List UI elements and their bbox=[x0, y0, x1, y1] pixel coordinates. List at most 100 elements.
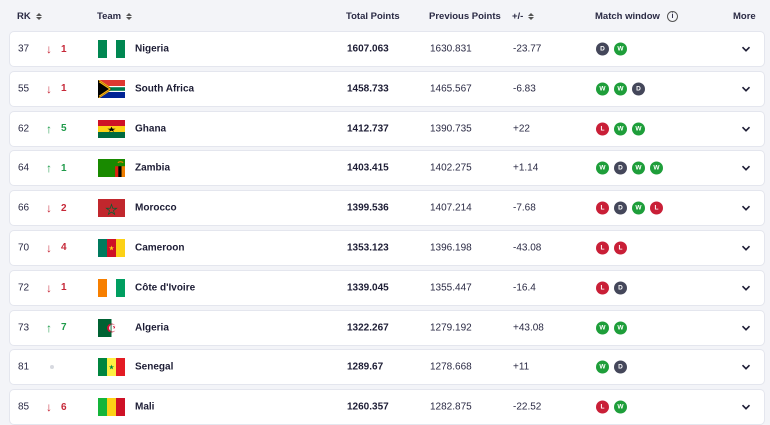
arrow-down-icon: ↓ bbox=[46, 201, 52, 216]
previous-points: 1465.567 bbox=[430, 83, 472, 95]
arrow-down-icon: ↓ bbox=[46, 42, 52, 56]
points-diff: -7.68 bbox=[513, 202, 536, 214]
cote-divoire-flag-icon bbox=[98, 278, 125, 297]
rank-movement: ↓ 1 bbox=[46, 42, 67, 56]
table-body: 37 ↓ 1 Nigeria 1607.063 1630.831 -23.77 D W 55 ↓ 1 S… bbox=[9, 31, 765, 425]
points-diff: +1.14 bbox=[513, 162, 539, 174]
match-result-badge: W bbox=[614, 400, 627, 414]
rank-change: 7 bbox=[61, 322, 67, 334]
points-diff: +43.08 bbox=[513, 322, 544, 334]
rank-change: 2 bbox=[61, 202, 67, 214]
chevron-down-icon[interactable] bbox=[741, 124, 751, 134]
rank: 72 bbox=[18, 282, 30, 294]
table-row[interactable]: 66 ↓ 2 Morocco 1399.536 1407.214 -7.68 L D W L bbox=[9, 190, 765, 227]
table-row[interactable]: 70 ↓ 4 Cameroon 1353.123 1396.198 -43.08 L L bbox=[9, 229, 765, 266]
match-result-badge: L bbox=[596, 281, 609, 295]
rank: 85 bbox=[18, 401, 30, 413]
rank-change: 5 bbox=[61, 123, 67, 135]
match-result-badge: L bbox=[614, 241, 627, 255]
rank-movement: ↓ 1 bbox=[46, 281, 67, 295]
match-result-badge: W bbox=[632, 161, 645, 175]
table-row[interactable]: 64 ↑ 1 Zambia 1403.415 1402.275 +1.14 W D W W bbox=[9, 150, 765, 187]
rk-column-header[interactable]: RK bbox=[17, 11, 42, 22]
table-row[interactable]: 81 Senegal 1289.67 1278.668 +11 W D bbox=[9, 349, 765, 386]
points-diff: -16.4 bbox=[513, 282, 536, 294]
rank-movement: ↓ 1 bbox=[46, 82, 67, 96]
team-name[interactable]: Côte d'Ivoire bbox=[135, 282, 196, 294]
senegal-flag-icon bbox=[98, 358, 125, 377]
previous-points: 1355.447 bbox=[430, 282, 472, 294]
previous-points: 1279.192 bbox=[430, 322, 472, 334]
chevron-down-icon[interactable] bbox=[741, 362, 751, 372]
previous-points: 1407.214 bbox=[430, 202, 472, 214]
match-result-badge: L bbox=[596, 122, 609, 136]
match-result-badge: W bbox=[632, 201, 645, 215]
chevron-down-icon[interactable] bbox=[741, 44, 751, 54]
team-name[interactable]: Ghana bbox=[135, 123, 167, 135]
chevron-down-icon[interactable] bbox=[741, 203, 751, 213]
morocco-flag-icon bbox=[98, 199, 125, 218]
sort-icon[interactable] bbox=[126, 13, 133, 20]
chevron-down-icon[interactable] bbox=[741, 84, 751, 94]
rank-movement: ↑ 1 bbox=[46, 161, 67, 175]
table-row[interactable]: 55 ↓ 1 South Africa 1458.733 1465.567 -6.83 W W D bbox=[9, 70, 765, 107]
table-row[interactable]: 85 ↓ 6 Mali 1260.357 1282.875 -22.52 L W bbox=[9, 389, 765, 425]
chevron-down-icon[interactable] bbox=[741, 402, 751, 412]
team-name[interactable]: Algeria bbox=[135, 322, 169, 334]
team-name[interactable]: Cameroon bbox=[135, 242, 185, 254]
chevron-down-icon[interactable] bbox=[741, 323, 751, 333]
sort-icon[interactable] bbox=[35, 13, 42, 20]
match-result-badge: D bbox=[632, 82, 645, 96]
diff-column-header[interactable]: +/- bbox=[512, 11, 535, 22]
team-name[interactable]: Mali bbox=[135, 401, 155, 413]
south-africa-flag-icon bbox=[98, 79, 125, 98]
match-result-badge: L bbox=[596, 400, 609, 414]
team-name[interactable]: Senegal bbox=[135, 361, 174, 373]
cameroon-flag-icon bbox=[98, 238, 125, 257]
team-name[interactable]: Zambia bbox=[135, 162, 171, 174]
match-result-badge: L bbox=[650, 201, 663, 215]
arrow-down-icon: ↓ bbox=[46, 400, 52, 415]
mali-flag-icon bbox=[98, 398, 125, 417]
match-result-badge: D bbox=[614, 201, 627, 215]
points-diff: -6.83 bbox=[513, 83, 536, 95]
arrow-down-icon: ↓ bbox=[46, 240, 52, 255]
points-diff: -43.08 bbox=[513, 242, 542, 254]
arrow-up-icon: ↑ bbox=[46, 121, 52, 136]
table-row[interactable]: 62 ↑ 5 Ghana 1412.737 1390.735 +22 L W W bbox=[9, 110, 765, 147]
chevron-down-icon[interactable] bbox=[741, 283, 751, 293]
team-name[interactable]: Morocco bbox=[135, 202, 177, 214]
chevron-down-icon[interactable] bbox=[741, 163, 751, 173]
table-row[interactable]: 37 ↓ 1 Nigeria 1607.063 1630.831 -23.77 D W bbox=[9, 31, 765, 67]
rank-change: 1 bbox=[61, 43, 67, 55]
team-column-header[interactable]: Team bbox=[97, 11, 133, 22]
sort-icon[interactable] bbox=[528, 13, 535, 20]
match-result-badge: W bbox=[596, 82, 609, 96]
total-points-column-header: Total Points bbox=[346, 11, 400, 22]
rank-movement: ↑ 7 bbox=[46, 321, 67, 335]
rank: 66 bbox=[18, 202, 30, 214]
team-name[interactable]: Nigeria bbox=[135, 43, 169, 55]
total-points: 1399.536 bbox=[347, 202, 389, 214]
team-name[interactable]: South Africa bbox=[135, 83, 195, 95]
chevron-down-icon[interactable] bbox=[741, 243, 751, 253]
table-row[interactable]: 72 ↓ 1 Côte d'Ivoire 1339.045 1355.447 -16.4 L D bbox=[9, 269, 765, 306]
total-points: 1412.737 bbox=[347, 123, 389, 135]
rank-movement: ↓ 4 bbox=[46, 241, 67, 255]
info-icon[interactable]: i bbox=[666, 11, 678, 22]
previous-points-column-header: Previous Points bbox=[429, 11, 501, 22]
total-points: 1353.123 bbox=[347, 242, 389, 254]
arrow-up-icon: ↑ bbox=[46, 161, 52, 176]
match-result-badge: W bbox=[596, 360, 609, 374]
table-row[interactable]: 73 ↑ 7 Algeria 1322.267 1279.192 +43.08 W W bbox=[9, 309, 765, 346]
match-result-badge: D bbox=[614, 281, 627, 295]
rank: 62 bbox=[18, 123, 30, 135]
more-column-header: More bbox=[733, 11, 756, 22]
